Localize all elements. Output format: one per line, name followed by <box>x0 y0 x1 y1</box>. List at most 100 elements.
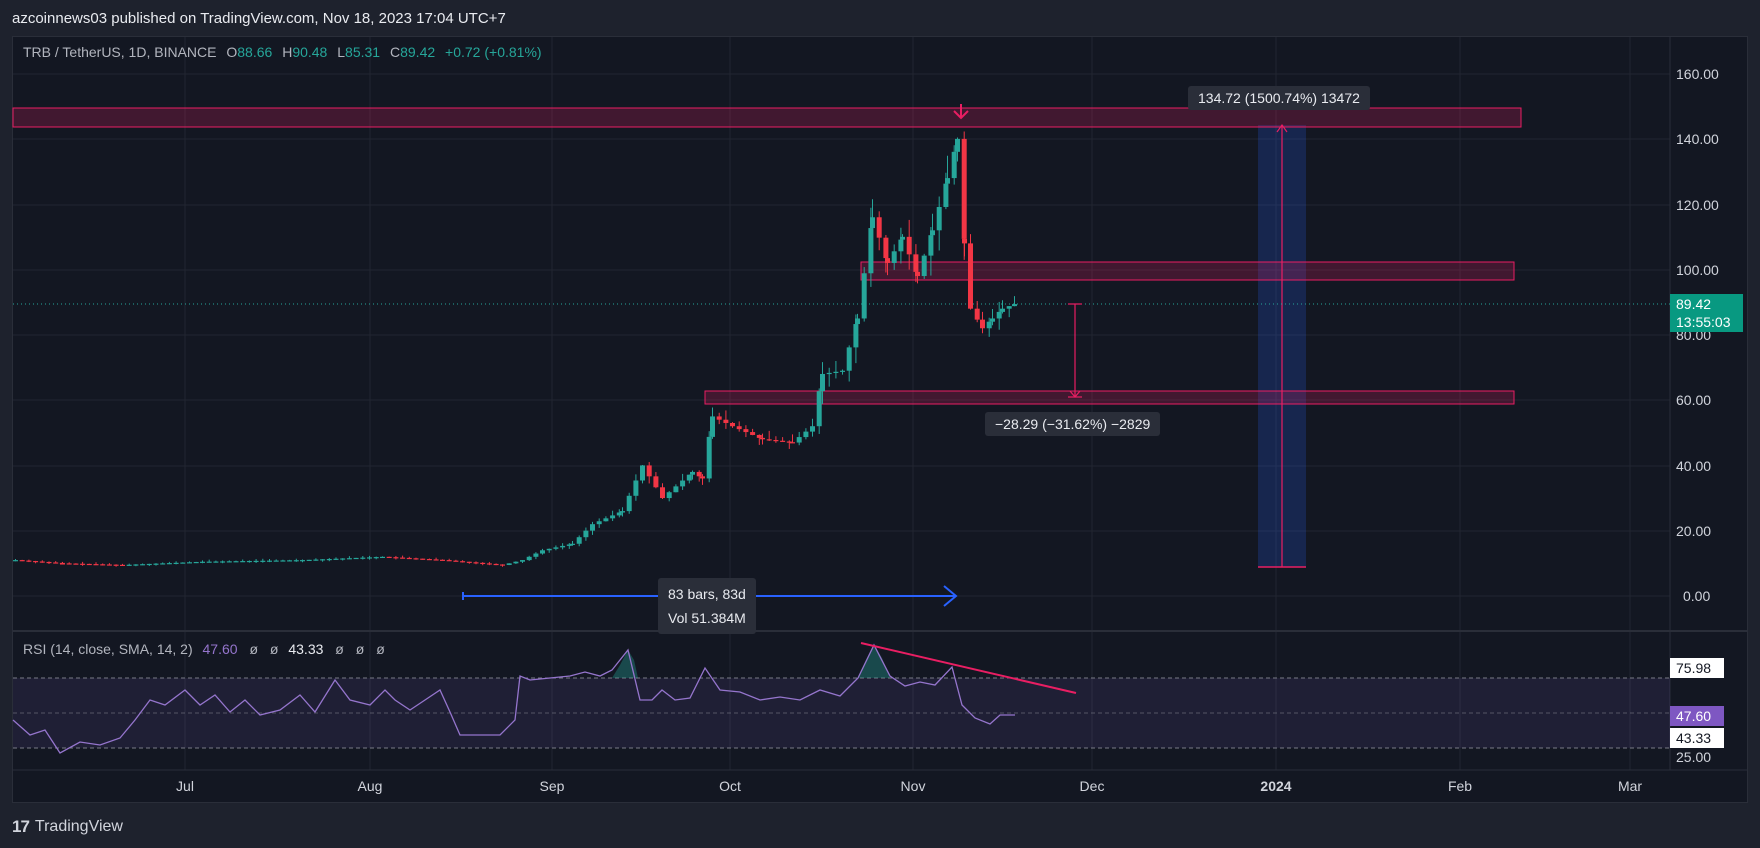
candle-body <box>233 561 239 563</box>
candle-body <box>480 562 486 565</box>
candle-body <box>980 319 985 329</box>
candle-body <box>810 426 815 432</box>
candle-body <box>106 564 112 566</box>
candle-body <box>466 561 472 563</box>
time-tick: Dec <box>1080 778 1105 794</box>
candle-body <box>603 518 609 522</box>
candle-body <box>46 561 52 564</box>
candle-body <box>493 563 499 566</box>
candle-body <box>716 416 722 420</box>
footer-brand[interactable]: 17 TradingView <box>12 812 123 842</box>
time-tick: 2024 <box>1260 778 1291 794</box>
candle-body <box>526 556 532 561</box>
date-range-bars: 83 bars, 83d <box>668 586 746 602</box>
candle-body <box>86 563 92 566</box>
candle-body <box>846 347 852 371</box>
candle-body <box>553 547 559 549</box>
time-tick: Jul <box>176 778 194 794</box>
zone-top[interactable] <box>12 107 1522 128</box>
candle-body <box>360 557 366 559</box>
candle-body <box>680 480 686 487</box>
candle-body <box>898 239 904 252</box>
candle-body <box>803 431 809 438</box>
candle-body <box>706 436 712 479</box>
candle-body <box>620 511 625 513</box>
candle-body <box>696 471 702 477</box>
symbol-name[interactable]: TRB / TetherUS, 1D, BINANCE <box>23 44 217 60</box>
candle-body <box>126 564 132 566</box>
high-label: H <box>282 44 293 60</box>
rsi-divergence-line[interactable] <box>860 642 1077 694</box>
candle-body <box>506 563 512 565</box>
rsi-axis[interactable]: 75.98 47.60 43.33 25.00 <box>1670 658 1724 765</box>
candle-body <box>653 476 659 488</box>
last-price-value: 89.42 <box>1676 296 1712 312</box>
price-tick: 140.00 <box>1676 131 1719 147</box>
candle-body <box>267 560 272 562</box>
candle-body <box>39 561 45 563</box>
time-axis[interactable]: Jul Aug Sep Oct Nov Dec 2024 Feb Mar <box>176 778 1642 794</box>
candle-body <box>80 563 86 565</box>
candle-body <box>166 563 172 565</box>
price-tick: 120.00 <box>1676 197 1719 213</box>
candle-body <box>1000 308 1005 312</box>
low-value: 85.31 <box>345 44 381 60</box>
zone-middle[interactable] <box>860 261 1515 281</box>
candle-body <box>943 183 949 207</box>
candle-body <box>660 487 665 499</box>
symbol-legend[interactable]: TRB / TetherUS, 1D, BINANCE O88.66 H90.4… <box>23 44 542 60</box>
candle-body <box>386 556 392 559</box>
date-range-volume: Vol 51.384M <box>668 610 746 626</box>
candle-body <box>406 557 412 560</box>
candle-body <box>945 178 950 184</box>
close-label: C <box>389 44 401 60</box>
rsi-legend[interactable]: RSI (14, close, SMA, 14, 2) 47.60 ø ø 43… <box>23 641 385 657</box>
candle-body <box>566 544 572 546</box>
candle-body <box>346 558 352 560</box>
candle-body <box>460 561 466 563</box>
candle-body <box>193 561 199 564</box>
candle-body <box>533 553 539 557</box>
candle-body <box>66 563 72 565</box>
candle-body <box>540 550 545 554</box>
candle-body <box>816 391 822 427</box>
candle-body <box>855 318 860 325</box>
candle-body <box>786 441 792 443</box>
candle-body <box>73 563 79 565</box>
candle-body <box>961 138 967 239</box>
candlestick-series[interactable] <box>13 131 1017 567</box>
candle-body <box>420 558 426 560</box>
rsi-name[interactable]: RSI (14, close, SMA, 14, 2) <box>23 641 193 657</box>
candle-body <box>380 556 385 559</box>
rsi-upper-label: 75.98 <box>1676 660 1711 676</box>
candle-body <box>180 562 186 564</box>
high-value: 90.48 <box>292 44 328 60</box>
candle-body <box>915 271 920 277</box>
candle-body <box>240 561 246 563</box>
zone-bottom[interactable] <box>704 390 1515 405</box>
peak-down-arrow-icon[interactable] <box>953 104 969 120</box>
candle-body <box>173 562 179 564</box>
candle-body <box>353 557 359 560</box>
candle-body <box>583 530 589 538</box>
rsi-null-1: ø <box>249 641 259 657</box>
candle-body <box>306 559 312 562</box>
short-measure-label[interactable]: −28.29 (−31.62%) −2829 <box>985 412 1161 436</box>
candle-body <box>19 560 25 562</box>
price-axis[interactable]: 160.00 140.00 120.00 100.00 80.00 60.00 … <box>1676 66 1719 604</box>
candle-body <box>576 537 582 544</box>
tradingview-logo-icon: 17 <box>12 817 30 836</box>
long-measure-label[interactable]: 134.72 (1500.74%) 13472 <box>1188 86 1370 110</box>
candle-body <box>928 235 934 256</box>
date-range-label[interactable]: 83 bars, 83d Vol 51.384M <box>658 578 756 634</box>
candle-body <box>616 512 622 516</box>
candle-body <box>743 429 749 433</box>
price-tick: 100.00 <box>1676 262 1719 278</box>
chart-frame[interactable] <box>12 36 1748 803</box>
candle-body <box>870 217 875 229</box>
candle-body <box>962 238 967 244</box>
candle-body <box>446 560 452 562</box>
long-measure-arrowhead <box>1276 123 1288 133</box>
candle-body <box>883 237 889 259</box>
